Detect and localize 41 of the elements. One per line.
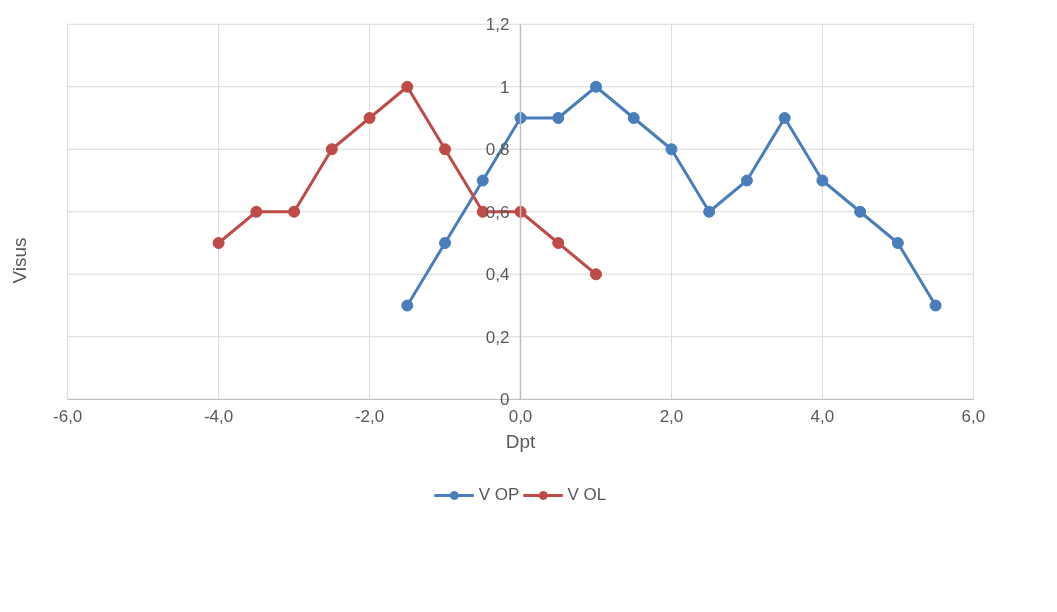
- point: [439, 237, 452, 249]
- point: [552, 237, 565, 249]
- point: [929, 299, 942, 312]
- point: [740, 174, 753, 187]
- x-tick-label: 6,0: [961, 407, 986, 427]
- point: [250, 205, 263, 218]
- point: [589, 268, 602, 281]
- point: [891, 237, 904, 249]
- y-tick-label: 0,4: [485, 265, 510, 285]
- point: [401, 299, 414, 312]
- legend-label: V OP: [478, 485, 520, 505]
- point: [703, 205, 716, 218]
- point: [514, 205, 527, 218]
- point: [778, 112, 791, 124]
- y-tick-label: 0,2: [485, 327, 510, 347]
- x-tick-label: -2,0: [354, 407, 385, 427]
- legend-label: V OL: [567, 485, 607, 505]
- point: [212, 237, 225, 249]
- point: [552, 112, 565, 124]
- point: [816, 174, 829, 187]
- y-tick-label: 1,2: [485, 15, 510, 35]
- point: [476, 174, 489, 187]
- x-tick-label: 4,0: [810, 407, 835, 427]
- x-tick-label: 2,0: [659, 407, 684, 427]
- point: [665, 143, 678, 156]
- point: [514, 112, 527, 124]
- x-tick-label: -6,0: [53, 407, 83, 427]
- y-tick-label: 1: [500, 77, 510, 97]
- point: [854, 205, 867, 218]
- point: [627, 112, 640, 124]
- point: [325, 143, 338, 156]
- x-axis-title: Dpt: [505, 430, 536, 452]
- y-axis-title: Visus: [8, 237, 30, 284]
- point: [401, 80, 414, 93]
- x-tick-label: 0,0: [508, 407, 533, 427]
- point: [288, 205, 301, 218]
- point: [589, 80, 602, 93]
- point: [439, 143, 452, 156]
- y-tick-label: 0: [500, 390, 510, 410]
- point: [363, 112, 376, 124]
- x-tick-label: -4,0: [203, 407, 234, 427]
